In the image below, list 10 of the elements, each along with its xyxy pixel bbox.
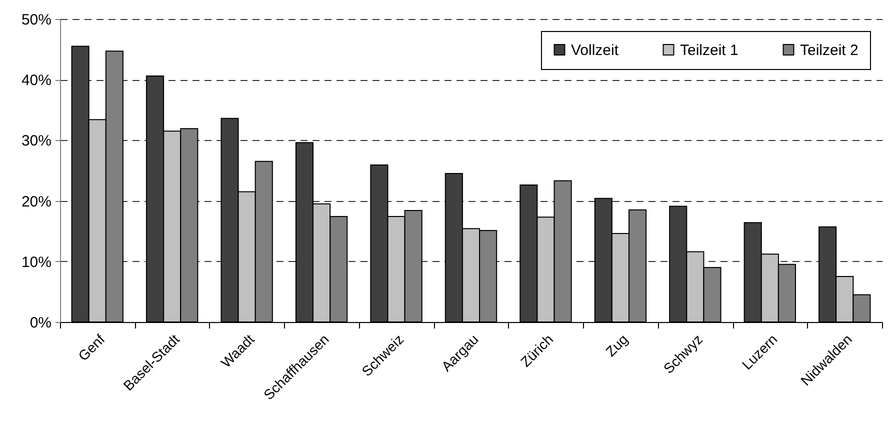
y-tick-label: 0% — [30, 314, 52, 332]
y-tick-label: 50% — [21, 12, 52, 28]
y-tick-label: 40% — [21, 72, 52, 90]
y-tick-label: 30% — [21, 132, 52, 150]
y-tick-label: 20% — [21, 193, 52, 210]
legend-label: Teilzeit 1 — [680, 42, 738, 59]
y-tick-label: 10% — [21, 254, 52, 271]
legend-label: Teilzeit 2 — [800, 42, 858, 59]
x-tick-label: Zug — [602, 331, 631, 360]
legend-label: Vollzeit — [571, 42, 620, 59]
